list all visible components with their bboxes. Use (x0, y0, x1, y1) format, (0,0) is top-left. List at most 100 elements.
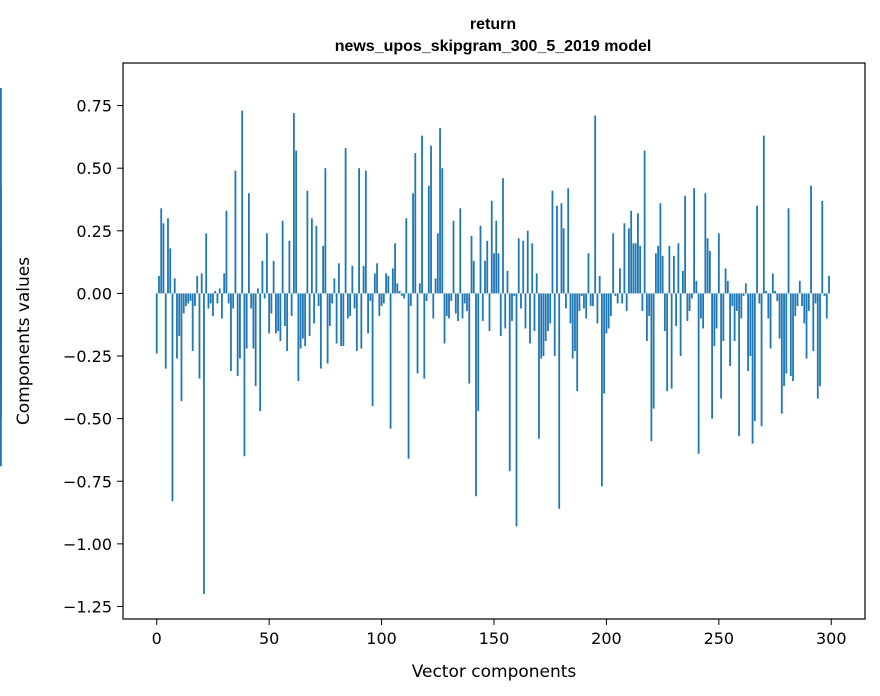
bar (472, 260, 475, 294)
bar (266, 233, 268, 294)
chart-title: return (470, 16, 516, 33)
bar (603, 293, 606, 394)
bar (783, 293, 785, 387)
bar (794, 293, 797, 316)
bar (369, 293, 372, 301)
x-tick-label: 300 (816, 629, 847, 648)
bar (623, 223, 626, 294)
bar (749, 293, 752, 357)
bar (459, 208, 462, 294)
bar (203, 293, 205, 594)
bar (169, 248, 172, 294)
bar (753, 293, 756, 422)
bar (421, 135, 423, 294)
bar (301, 293, 304, 339)
x-tick-label: 250 (704, 629, 735, 648)
bar (610, 293, 612, 316)
bar (225, 210, 228, 294)
bar (167, 218, 169, 294)
bar (373, 273, 376, 294)
bar (796, 293, 799, 306)
bar (729, 293, 731, 367)
bar (380, 293, 383, 306)
bar (628, 228, 630, 294)
bar (481, 293, 484, 321)
bar (403, 293, 405, 299)
chart-subtitle: news_upos_skipgram_300_5_2019 model (335, 38, 652, 55)
bar (511, 293, 513, 321)
bar (0, 293, 2, 419)
bar (596, 293, 599, 324)
bar (744, 283, 747, 294)
bar (414, 153, 417, 294)
bar (747, 293, 749, 372)
bar (776, 293, 779, 301)
bar (643, 150, 646, 294)
plot-frame (122, 62, 866, 620)
bar (551, 190, 554, 294)
bar (670, 293, 673, 389)
bar (814, 293, 817, 304)
bar (326, 293, 329, 364)
bar (538, 293, 540, 439)
bar (486, 240, 489, 294)
bar (697, 293, 700, 454)
bar (189, 293, 192, 301)
bar (328, 293, 331, 326)
bar (364, 170, 367, 294)
bar (171, 293, 174, 502)
bar (434, 278, 437, 294)
bar (547, 293, 549, 331)
bar (686, 293, 689, 321)
bar (774, 290, 776, 294)
bar (405, 218, 408, 294)
bar (704, 193, 707, 294)
y-tick-label: 0.75 (76, 97, 112, 116)
y-tick-label: 0.50 (76, 159, 112, 178)
bar (576, 293, 579, 392)
bar (160, 208, 163, 294)
bar (445, 293, 448, 316)
bar (769, 293, 772, 349)
bar (221, 293, 223, 319)
bar (666, 293, 669, 392)
bar (695, 280, 698, 294)
bar (733, 293, 736, 341)
bar (335, 293, 338, 344)
bar (506, 270, 509, 294)
bar (637, 213, 639, 294)
bar (164, 293, 167, 369)
bar (270, 293, 273, 314)
x-tick-label: 0 (152, 629, 162, 648)
bar (657, 245, 660, 294)
bar (346, 293, 349, 319)
bar (672, 255, 675, 294)
bar (722, 293, 725, 341)
bar (771, 273, 774, 294)
bar (333, 278, 336, 294)
bar (542, 293, 545, 357)
bar (580, 293, 583, 296)
bar (209, 293, 212, 304)
bar (740, 293, 743, 319)
y-tick-label: 0.25 (76, 222, 112, 241)
bar (349, 293, 351, 316)
bar (387, 275, 390, 294)
bar (816, 293, 819, 399)
bar (376, 263, 378, 294)
bar (758, 293, 761, 304)
bar (391, 268, 394, 294)
bar (358, 168, 360, 294)
bar (418, 283, 421, 294)
bar (178, 293, 181, 336)
bar (515, 293, 518, 527)
bar (200, 273, 203, 294)
bar (801, 293, 803, 306)
bar (560, 203, 563, 294)
bar (592, 293, 594, 306)
bar (254, 293, 257, 387)
y-axis: −1.25 −1.00 −0.75 −0.50 −0.25 0.00 0.25 0.50 0.7… (63, 97, 123, 616)
bar (223, 273, 226, 294)
bar (738, 293, 740, 437)
